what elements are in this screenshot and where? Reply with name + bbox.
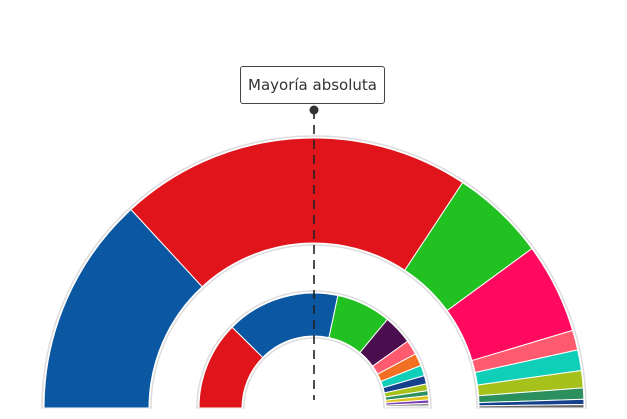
inner-ring — [196, 290, 432, 409]
outer-slice-2[interactable] — [130, 137, 464, 288]
outer-ring — [41, 135, 587, 409]
outer-slice-10[interactable] — [478, 403, 585, 409]
inner-slice-14[interactable] — [385, 405, 430, 409]
majority-marker — [309, 105, 319, 115]
majority-label: Mayoría absoluta — [240, 66, 385, 104]
